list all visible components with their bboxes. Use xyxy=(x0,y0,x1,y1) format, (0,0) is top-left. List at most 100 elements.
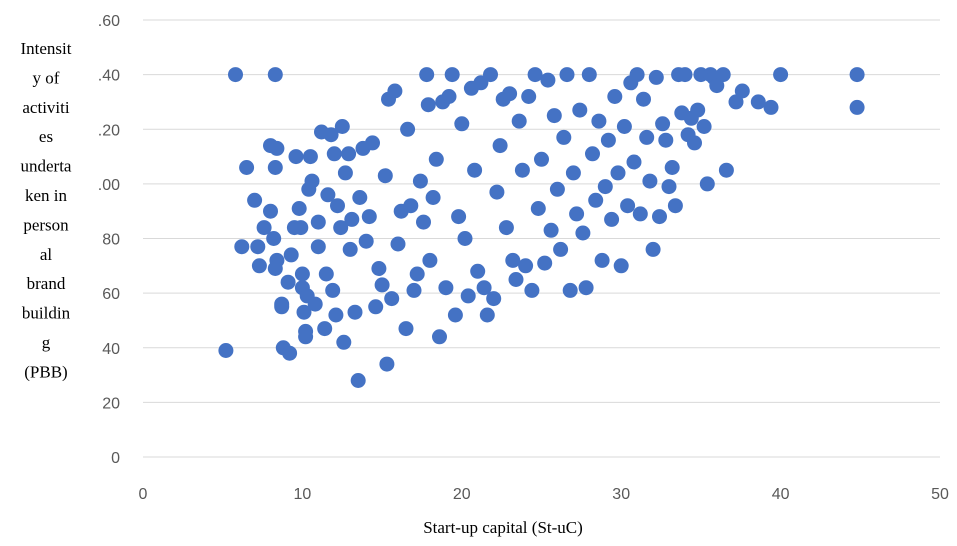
data-point xyxy=(341,146,357,162)
data-point xyxy=(293,220,309,236)
data-point xyxy=(333,220,349,236)
data-point xyxy=(540,72,556,88)
y-axis-label-line: es xyxy=(39,127,53,146)
y-tick-label: 20 xyxy=(102,395,120,412)
data-point xyxy=(398,321,414,337)
gridlines xyxy=(143,19,940,458)
data-point xyxy=(677,67,693,83)
data-point xyxy=(591,113,607,129)
data-point xyxy=(575,225,591,241)
data-point xyxy=(600,132,616,148)
data-point xyxy=(282,345,298,361)
data-point xyxy=(416,214,431,230)
data-point xyxy=(441,89,457,104)
data-point xyxy=(451,209,467,225)
y-label-background xyxy=(0,0,92,400)
data-point xyxy=(350,373,366,388)
data-point xyxy=(652,209,667,225)
x-tick-label: 0 xyxy=(139,486,148,503)
data-point xyxy=(578,280,594,296)
data-point xyxy=(470,263,486,279)
data-point xyxy=(251,258,267,274)
y-axis-label-line: activiti xyxy=(22,98,69,117)
data-point xyxy=(585,146,600,162)
x-tick-label: 50 xyxy=(931,486,949,503)
data-point xyxy=(534,151,549,167)
data-point xyxy=(658,132,674,148)
data-point xyxy=(607,89,623,104)
data-point xyxy=(498,220,514,236)
data-point xyxy=(347,304,363,320)
y-tick-label: .40 xyxy=(98,68,120,85)
data-point xyxy=(562,282,578,298)
y-axis-label: Intensit y of activiti es underta ken in perso… xyxy=(0,0,92,400)
data-point xyxy=(715,67,731,83)
data-point xyxy=(508,272,524,287)
y-tick-labels: 0 20 40 60 80 .00 .20 .40 .60 xyxy=(98,13,120,467)
data-point xyxy=(320,187,336,203)
data-point xyxy=(661,179,677,195)
data-point xyxy=(318,266,334,282)
data-point xyxy=(365,135,380,151)
data-point xyxy=(553,241,569,257)
data-point xyxy=(390,236,406,252)
data-point xyxy=(492,138,508,154)
data-point xyxy=(298,329,314,345)
data-point xyxy=(728,94,744,110)
x-axis-label: Start-up capital (St-uC) xyxy=(423,518,583,537)
data-point xyxy=(447,307,463,323)
data-point xyxy=(247,192,263,208)
data-point xyxy=(384,291,400,307)
data-point xyxy=(476,280,492,296)
x-tick-label: 30 xyxy=(612,486,630,503)
data-point xyxy=(267,160,283,175)
data-point xyxy=(518,258,534,274)
y-tick-label: .60 xyxy=(98,13,120,30)
data-point xyxy=(565,165,581,181)
data-point xyxy=(699,176,715,192)
data-point xyxy=(849,67,865,83)
data-point xyxy=(374,277,390,293)
data-point xyxy=(648,69,664,85)
data-point xyxy=(323,127,339,143)
y-tick-label: 80 xyxy=(102,232,120,249)
data-point xyxy=(690,102,706,118)
data-point xyxy=(267,261,283,276)
x-tick-label: 20 xyxy=(453,486,471,503)
y-axis-label-line: brand xyxy=(27,274,66,293)
data-point xyxy=(422,252,438,268)
x-tick-labels: 0 10 20 30 40 50 xyxy=(139,486,949,503)
y-axis-label-line: y of xyxy=(33,68,60,87)
data-point xyxy=(438,280,454,296)
data-point xyxy=(406,282,422,298)
data-point xyxy=(425,190,441,205)
data-point xyxy=(387,83,403,99)
data-point xyxy=(763,99,779,115)
data-point xyxy=(655,116,671,132)
data-point xyxy=(228,67,243,83)
data-point xyxy=(667,198,683,214)
data-point xyxy=(629,67,645,83)
data-point xyxy=(718,162,734,178)
data-point xyxy=(280,274,296,290)
data-point xyxy=(266,231,282,246)
data-point xyxy=(409,266,425,282)
data-point xyxy=(750,94,766,110)
data-point xyxy=(379,356,395,372)
data-point xyxy=(687,135,702,151)
data-point xyxy=(489,184,505,200)
data-point xyxy=(288,149,304,165)
data-point xyxy=(307,296,323,312)
data-point xyxy=(377,168,393,184)
data-point xyxy=(514,162,530,178)
data-point xyxy=(521,89,537,104)
data-point xyxy=(263,203,278,219)
data-point xyxy=(361,209,377,225)
data-point xyxy=(543,222,559,238)
data-point xyxy=(302,149,318,165)
data-point xyxy=(274,299,290,315)
data-point xyxy=(460,288,476,304)
data-point xyxy=(486,291,502,307)
data-point xyxy=(572,102,588,118)
